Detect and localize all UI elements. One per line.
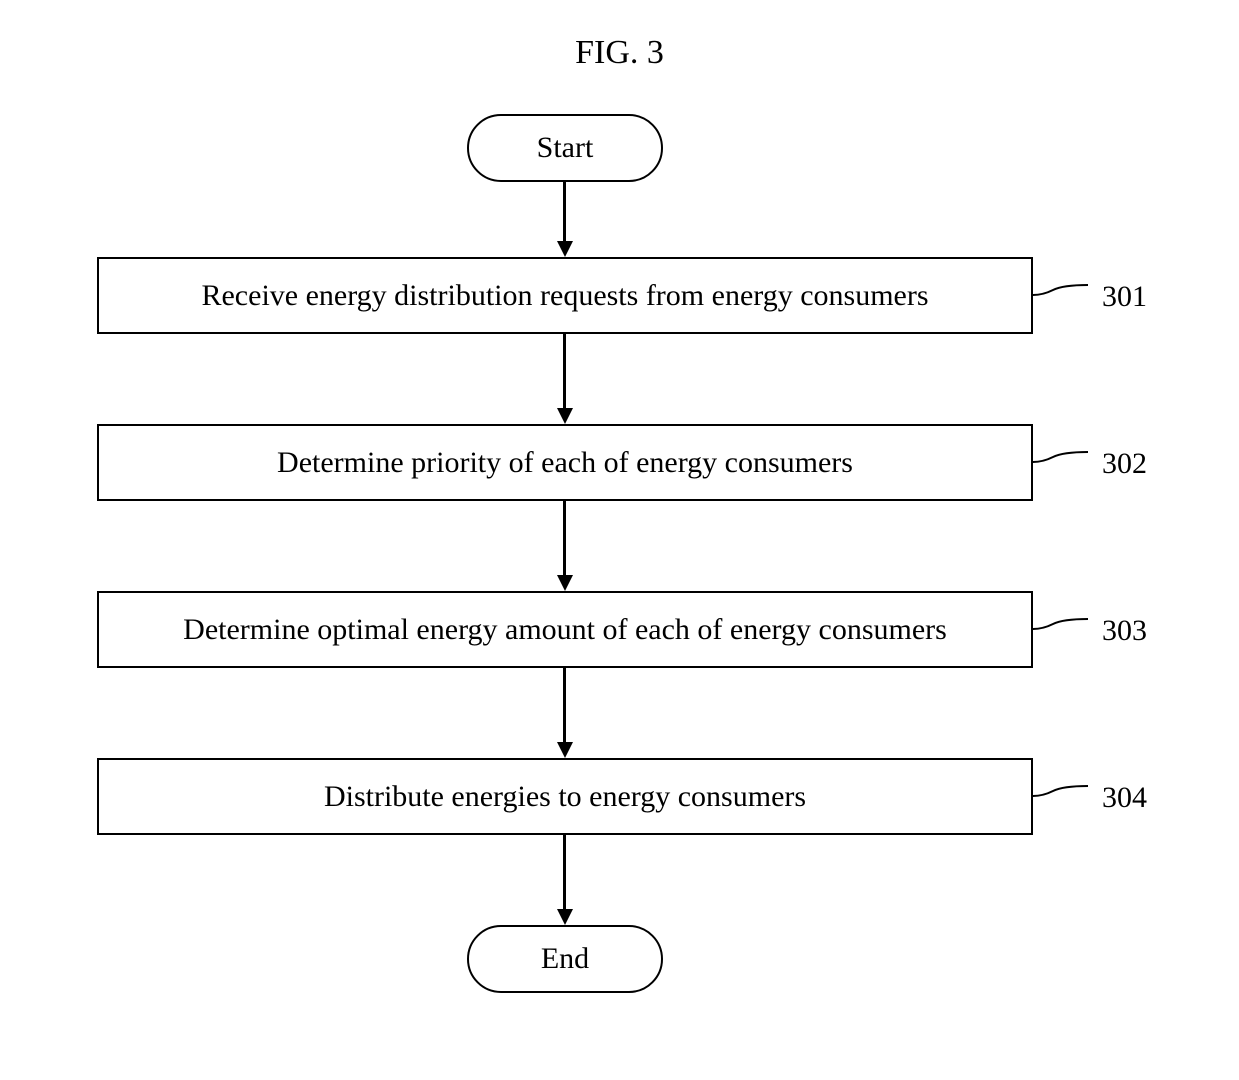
arrow-step3-to-step4: [563, 668, 566, 743]
arrow-step4-to-end: [563, 835, 566, 910]
step1-label: Receive energy distribution requests fro…: [201, 279, 928, 313]
step3-label: Determine optimal energy amount of each …: [183, 613, 947, 647]
flowchart-step-3: Determine optimal energy amount of each …: [97, 591, 1033, 668]
leader-line-3: [1033, 616, 1093, 636]
arrow-head-3: [557, 575, 573, 591]
ref-label-302: 302: [1102, 447, 1147, 481]
flowchart-step-2: Determine priority of each of energy con…: [97, 424, 1033, 501]
flowchart-step-4: Distribute energies to energy consumers: [97, 758, 1033, 835]
leader-line-1: [1033, 282, 1093, 302]
end-label: End: [541, 942, 589, 976]
arrow-step2-to-step3: [563, 501, 566, 576]
figure-title: FIG. 3: [575, 34, 664, 72]
leader-line-4: [1033, 783, 1093, 803]
flowchart-step-1: Receive energy distribution requests fro…: [97, 257, 1033, 334]
ref-label-304: 304: [1102, 781, 1147, 815]
arrow-head-2: [557, 408, 573, 424]
ref-label-303: 303: [1102, 614, 1147, 648]
arrow-step1-to-step2: [563, 334, 566, 409]
step4-label: Distribute energies to energy consumers: [324, 780, 806, 814]
leader-line-2: [1033, 449, 1093, 469]
arrow-head-1: [557, 241, 573, 257]
step2-label: Determine priority of each of energy con…: [277, 446, 853, 480]
flowchart-start: Start: [467, 114, 663, 182]
arrow-start-to-step1: [563, 182, 566, 242]
arrow-head-5: [557, 909, 573, 925]
ref-label-301: 301: [1102, 280, 1147, 314]
arrow-head-4: [557, 742, 573, 758]
flowchart-end: End: [467, 925, 663, 993]
start-label: Start: [537, 131, 594, 165]
